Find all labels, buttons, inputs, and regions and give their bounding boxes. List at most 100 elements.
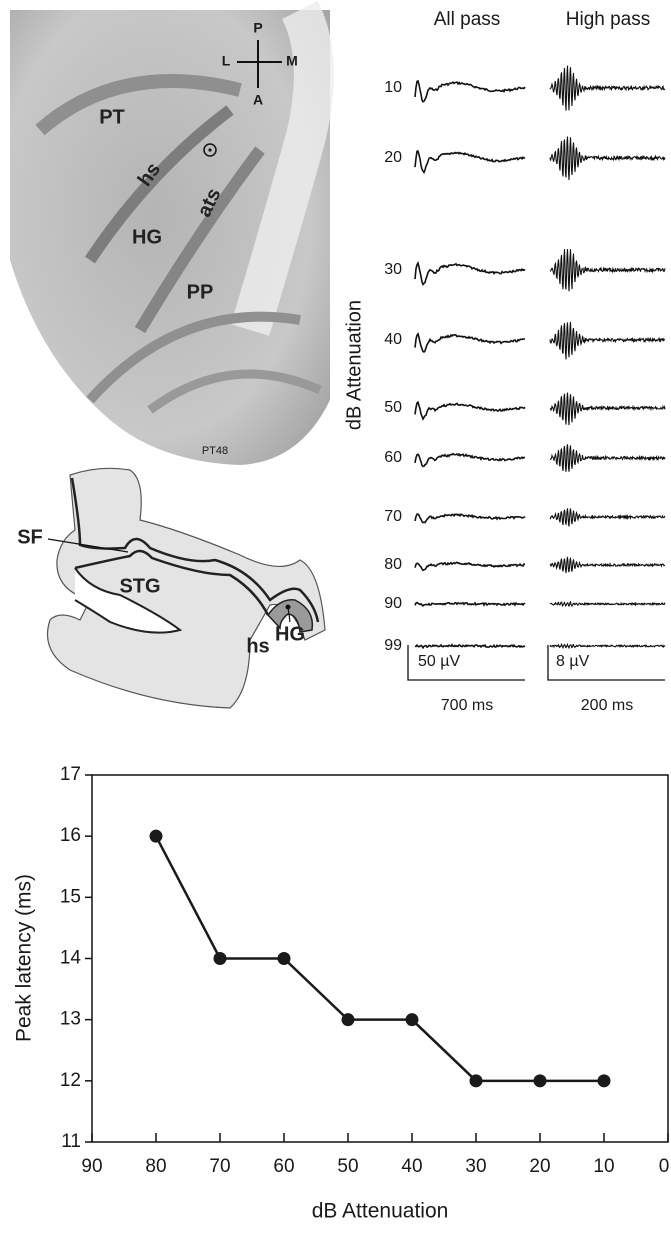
compass-label: A — [253, 92, 263, 108]
waveform-high-pass — [549, 556, 666, 574]
x-tick-label: 90 — [81, 1156, 102, 1177]
row-label: 70 — [384, 508, 402, 525]
data-line — [154, 835, 604, 1083]
row-label: 30 — [384, 261, 402, 278]
data-point — [405, 1013, 419, 1027]
leader — [287, 606, 291, 623]
x-tick-label: 60 — [273, 1156, 294, 1177]
mri-sulcus — [86, 311, 301, 404]
row-label: 60 — [384, 449, 402, 466]
scale-label: 50 µV — [418, 653, 460, 670]
mri-sulcus — [147, 369, 322, 414]
waveform-high-pass — [549, 392, 666, 426]
fissure — [70, 477, 320, 623]
x-tick-label: 70 — [209, 1156, 230, 1177]
waveform-all-pass — [414, 150, 526, 175]
scale-label: 8 µV — [556, 653, 590, 670]
x-tick-label: 50 — [337, 1156, 358, 1177]
column-header: All pass — [434, 9, 501, 30]
sulcus — [74, 567, 183, 634]
data-point — [277, 952, 291, 965]
scale-label: 700 ms — [441, 697, 493, 714]
row-label: 50 — [384, 399, 402, 416]
scale-bar — [547, 645, 665, 681]
region-label: PP — [187, 281, 214, 303]
waveform-all-pass — [414, 452, 526, 468]
compass-label: P — [253, 20, 262, 36]
region-label: HG — [132, 226, 162, 248]
waveform-all-pass — [414, 400, 526, 421]
fissure — [74, 549, 270, 616]
waveform-all-pass — [414, 643, 526, 650]
waveform-high-pass — [549, 600, 666, 608]
y-tick-label: 16 — [60, 825, 81, 846]
scale-label: 200 ms — [581, 697, 633, 714]
waveform-high-pass — [549, 248, 666, 292]
mri-bright — [230, 1, 334, 336]
y-tick-label: 11 — [61, 1131, 81, 1152]
row-label: 99 — [384, 637, 402, 654]
electrode-marker — [203, 143, 217, 157]
data-point — [469, 1074, 483, 1088]
diagram-label: STG — [119, 575, 160, 597]
mri-sulcus — [134, 146, 265, 334]
row-label: 90 — [384, 595, 402, 612]
x-tick-label: 10 — [593, 1156, 614, 1177]
axis-label: dB Attenuation — [343, 300, 365, 430]
x-tick-label: 30 — [465, 1156, 486, 1177]
waveform-all-pass — [414, 79, 526, 103]
y-tick-label: 17 — [60, 764, 81, 785]
row-label: 10 — [384, 79, 402, 96]
x-tick-label: 0 — [659, 1156, 670, 1177]
compass-label: L — [222, 53, 231, 69]
y-axis-label: Peak latency (ms) — [13, 874, 36, 1042]
column-header: High pass — [566, 9, 651, 30]
row-label: 80 — [384, 556, 402, 573]
diagram-label: SF — [17, 526, 43, 548]
y-tick-label: 14 — [60, 948, 82, 969]
row-label: 40 — [384, 331, 402, 348]
waveform-high-pass — [549, 508, 666, 527]
line-chart: Peak latency (ms) dB Attenuation 11 12 13 1… — [13, 764, 670, 1223]
waveform-panel: All pass High pass dB Attenuation 50 µV … — [343, 9, 666, 714]
waveform-all-pass — [414, 601, 526, 608]
scale-bar — [407, 645, 525, 681]
data-point — [149, 829, 163, 843]
region-label: PT — [99, 106, 125, 128]
compass-label: M — [286, 53, 298, 69]
diagram: SF STG hs HG — [17, 467, 326, 709]
waveform-high-pass — [549, 65, 666, 111]
data-point — [341, 1013, 355, 1027]
x-axis-label: dB Attenuation — [312, 1200, 449, 1223]
gyrus-outline — [46, 467, 326, 709]
mri-panel: P L M A PT hs ats HG PP PT48 — [10, 1, 334, 465]
y-tick-label: 15 — [60, 886, 81, 907]
mri-sulcus — [35, 74, 242, 136]
hg-region — [267, 599, 314, 633]
mri-slice — [10, 10, 330, 465]
waveform-all-pass — [414, 261, 526, 286]
waveform-high-pass — [549, 321, 666, 360]
plot-frame — [91, 774, 669, 1143]
diagram-label: HG — [275, 623, 305, 645]
slice-label: PT48 — [202, 445, 228, 457]
x-tick-label: 20 — [529, 1156, 550, 1177]
data-point — [597, 1074, 611, 1088]
row-label: 20 — [384, 149, 402, 166]
data-point — [533, 1074, 547, 1088]
x-tick-label: 80 — [145, 1156, 166, 1177]
data-point — [213, 952, 227, 965]
waveform-all-pass — [414, 513, 526, 524]
waveform-high-pass — [549, 136, 666, 181]
waveform-all-pass — [414, 561, 526, 572]
y-tick-label: 13 — [60, 1009, 81, 1030]
waveform-high-pass — [549, 642, 666, 650]
waveform-all-pass — [414, 332, 526, 354]
diagram-label: hs — [246, 635, 269, 657]
y-tick-label: 12 — [60, 1070, 81, 1091]
waveform-high-pass — [549, 444, 666, 472]
mri-sulcus — [85, 105, 234, 264]
electrode-marker — [208, 148, 212, 152]
